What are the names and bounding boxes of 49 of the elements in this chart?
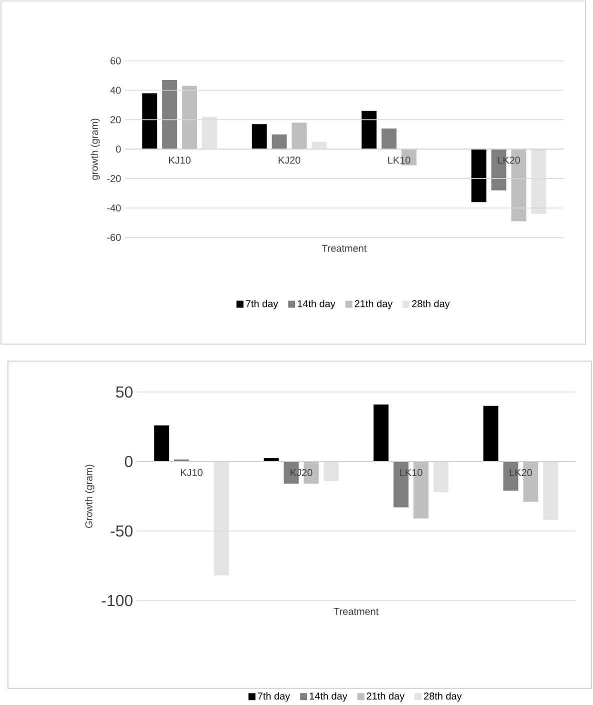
legend-label: 14th day: [298, 300, 336, 310]
legend-label: 28th day: [412, 300, 450, 310]
legend-label: 28th day: [424, 692, 462, 702]
x-tick-label: KJ20: [278, 156, 300, 164]
bar: [162, 80, 178, 150]
y-tick-label: 60: [110, 57, 122, 64]
bar: [292, 122, 307, 150]
x-tick-label: LK20: [498, 156, 520, 164]
y-tick-label: 20: [110, 116, 122, 124]
bar: [272, 134, 288, 150]
bar: [142, 93, 158, 150]
legend-label: 14th day: [310, 692, 348, 702]
legend-label: 21th day: [367, 692, 405, 702]
bar: [182, 86, 198, 150]
x-tick-label: KJ10: [169, 156, 191, 164]
y-tick-label: -60: [107, 234, 122, 241]
bar: [214, 462, 230, 576]
y-tick-label: 50: [116, 386, 133, 398]
y-axis-title: Growth (gram): [85, 464, 95, 528]
bar: [154, 425, 170, 462]
bar: [543, 462, 558, 520]
y-tick-label: -50: [110, 525, 133, 537]
legend-label: 7th day: [246, 300, 278, 310]
y-axis-title: growth (gram): [90, 118, 100, 180]
bar: [374, 404, 389, 462]
legend-label: 7th day: [258, 692, 290, 702]
x-tick-label: LK20: [510, 469, 532, 476]
bar: [484, 406, 498, 462]
bar: [472, 149, 487, 202]
y-tick-label: 0: [116, 146, 122, 153]
x-axis-title: Treatment: [334, 608, 379, 615]
bar: [531, 149, 546, 214]
x-tick-label: LK10: [400, 469, 422, 476]
y-tick-label: 0: [125, 456, 133, 468]
y-tick-label: -20: [107, 175, 122, 182]
bar: [324, 462, 339, 481]
y-tick-label: -100: [102, 594, 133, 606]
x-tick-label: LK10: [388, 156, 411, 164]
y-tick-label: -40: [107, 204, 122, 212]
bar: [382, 128, 397, 150]
x-axis-title: Treatment: [322, 244, 367, 252]
bar: [202, 116, 218, 150]
x-tick-label: KJ10: [181, 469, 203, 476]
bar: [362, 110, 377, 150]
bar: [434, 462, 449, 492]
legend-label: 21th day: [355, 300, 393, 310]
bar: [252, 124, 268, 150]
x-tick-label: KJ20: [290, 469, 312, 476]
y-tick-label: 40: [110, 86, 122, 94]
